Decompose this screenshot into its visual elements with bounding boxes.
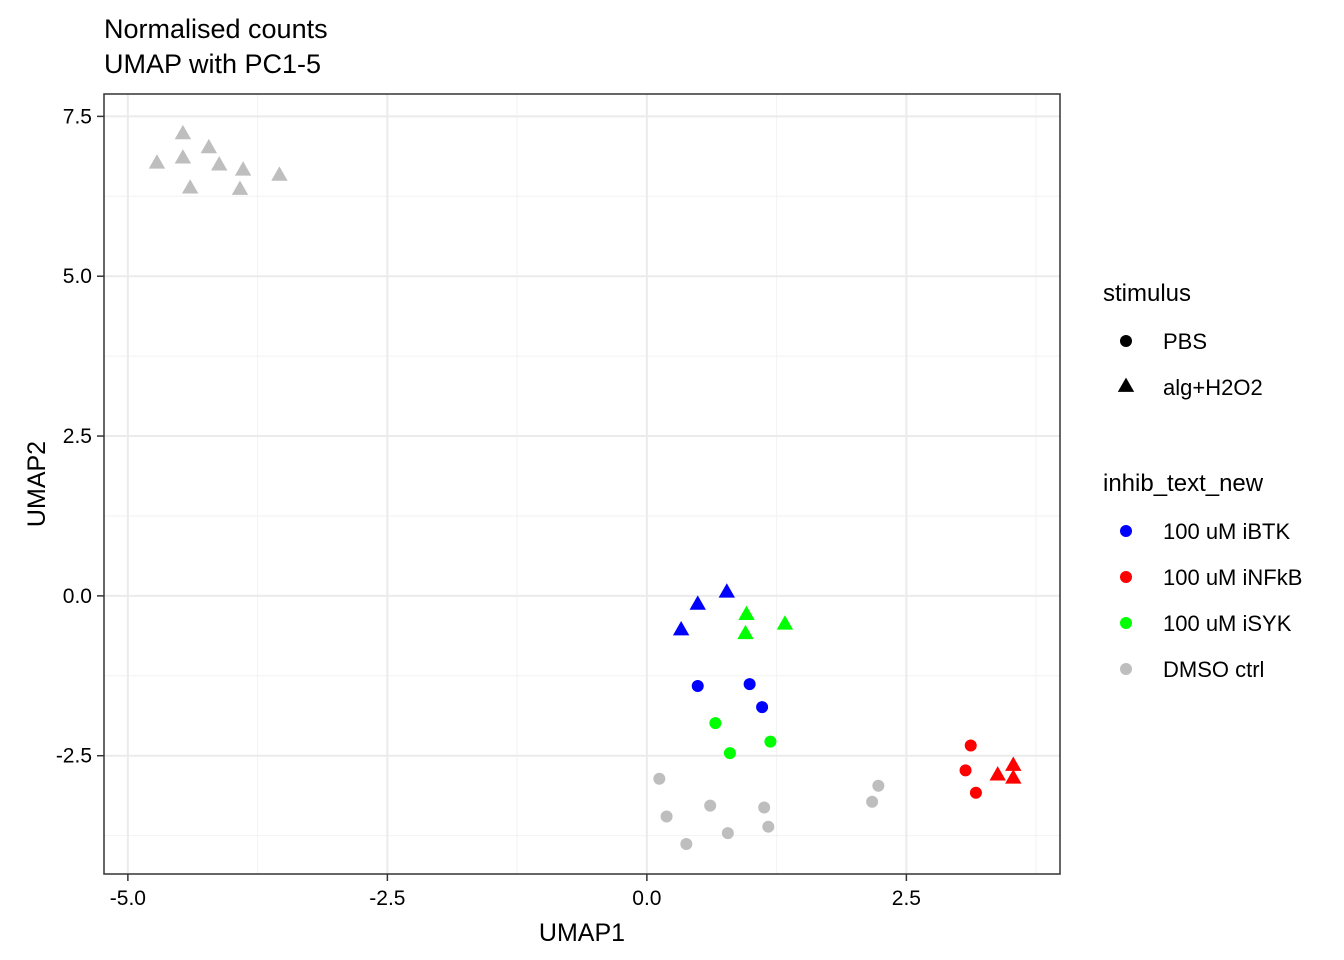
data-point-triangle bbox=[174, 124, 192, 140]
legend-label: 100 uM iSYK bbox=[1163, 611, 1292, 636]
data-point-triangle bbox=[181, 179, 199, 194]
data-point-circle bbox=[756, 701, 769, 714]
data-point-circle bbox=[964, 739, 977, 752]
data-point-circle bbox=[721, 827, 734, 840]
legend-label: 100 uM iBTK bbox=[1163, 519, 1290, 544]
data-point-circle bbox=[691, 680, 704, 693]
grid-lines bbox=[104, 94, 1060, 874]
data-point-circle bbox=[762, 820, 775, 833]
y-tick-label: 5.0 bbox=[63, 265, 92, 288]
data-point-circle bbox=[872, 779, 885, 792]
data-point-circle bbox=[866, 795, 879, 808]
data-point-triangle bbox=[1005, 769, 1022, 784]
data-point-triangle bbox=[200, 138, 218, 154]
data-point-circle bbox=[959, 764, 972, 777]
legend-title: inhib_text_new bbox=[1103, 470, 1264, 497]
data-point-triangle bbox=[211, 156, 228, 171]
data-point-triangle bbox=[148, 154, 166, 169]
chart-title: Normalised counts bbox=[104, 14, 328, 44]
x-tick-label: -5.0 bbox=[110, 887, 146, 910]
data-point-circle bbox=[764, 735, 777, 748]
legend-label: 100 uM iNFkB bbox=[1163, 565, 1302, 590]
data-point-circle bbox=[758, 801, 771, 814]
data-point-circle bbox=[660, 810, 673, 823]
data-point-triangle bbox=[738, 605, 755, 620]
legend: stimulus PBS alg+H2O2 inhib_text_new 100 uM … bbox=[1103, 280, 1302, 682]
chart-subtitle: UMAP with PC1-5 bbox=[104, 49, 321, 79]
data-point-triangle bbox=[689, 595, 706, 610]
data-point-triangle bbox=[234, 161, 252, 176]
x-tick-label: 0.0 bbox=[632, 887, 661, 910]
x-axis-title: UMAP1 bbox=[539, 919, 625, 947]
data-point-triangle bbox=[174, 149, 192, 164]
data-point-circle bbox=[743, 678, 756, 691]
y-axis-title: UMAP2 bbox=[23, 441, 51, 527]
plot-panel-border bbox=[103, 93, 1061, 875]
data-point-triangle bbox=[231, 180, 249, 195]
legend-label: DMSO ctrl bbox=[1163, 657, 1264, 682]
legend-label: PBS bbox=[1163, 329, 1207, 354]
legend-title: stimulus bbox=[1103, 280, 1191, 307]
y-tick-label: 0.0 bbox=[63, 585, 92, 608]
data-point-circle bbox=[680, 837, 693, 850]
data-point-triangle bbox=[737, 624, 754, 640]
legend-key-circle bbox=[1120, 663, 1132, 675]
x-axis-ticks: -5.0 -2.5 0.0 2.5 bbox=[110, 874, 921, 910]
legend-key-circle bbox=[1120, 571, 1132, 583]
y-tick-label: 2.5 bbox=[63, 425, 92, 448]
data-point-triangle bbox=[718, 583, 736, 598]
data-point-circle bbox=[969, 786, 982, 799]
data-point-triangle bbox=[1005, 756, 1022, 771]
y-tick-label: -2.5 bbox=[56, 745, 92, 768]
data-points bbox=[148, 124, 1022, 850]
data-point-triangle bbox=[672, 620, 690, 636]
legend-key-circle bbox=[1120, 617, 1132, 629]
y-tick-label: 7.5 bbox=[63, 105, 92, 128]
data-point-triangle bbox=[776, 615, 794, 630]
data-point-circle bbox=[653, 772, 666, 785]
legend-key-circle bbox=[1120, 335, 1132, 347]
data-point-circle bbox=[704, 799, 717, 812]
legend-key-triangle bbox=[1117, 377, 1135, 392]
y-axis-ticks: -2.5 0.0 2.5 5.0 7.5 bbox=[56, 105, 104, 768]
x-tick-label: -2.5 bbox=[369, 887, 405, 910]
data-point-triangle bbox=[989, 766, 1006, 781]
data-point-triangle bbox=[271, 166, 288, 181]
legend-label: alg+H2O2 bbox=[1163, 375, 1263, 400]
x-tick-label: 2.5 bbox=[892, 887, 921, 910]
data-point-circle bbox=[709, 717, 722, 730]
legend-key-circle bbox=[1120, 525, 1132, 537]
data-point-circle bbox=[723, 747, 736, 760]
